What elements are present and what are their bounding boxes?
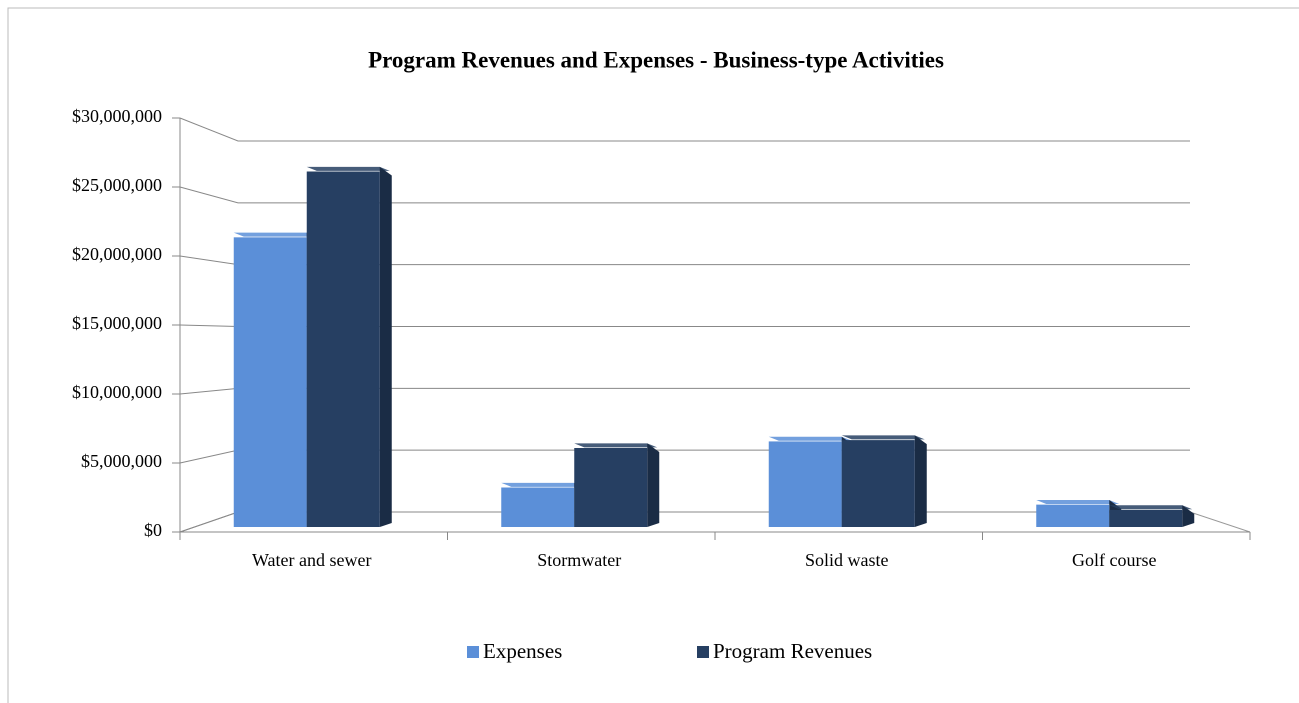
bar-top [306, 166, 390, 171]
bar-side [1182, 505, 1195, 527]
bar [233, 237, 307, 528]
bar [1036, 504, 1110, 527]
legend-label: Expenses [483, 639, 562, 663]
bar-top [501, 482, 585, 487]
y-tick-label: $25,000,000 [72, 175, 162, 195]
bar-side [379, 166, 392, 528]
bar-side [647, 443, 660, 527]
bar-top [768, 436, 852, 441]
bar-side [914, 435, 927, 527]
legend-swatch [697, 646, 709, 658]
y-tick-label: $5,000,000 [81, 451, 162, 471]
y-tick-label: $10,000,000 [72, 382, 162, 402]
y-tick-label: $30,000,000 [72, 106, 162, 126]
y-tick-label: $20,000,000 [72, 244, 162, 264]
chart-border [7, 7, 1299, 703]
y-tick-label: $15,000,000 [72, 313, 162, 333]
x-tick-label: Water and sewer [252, 550, 372, 570]
grid-line [179, 117, 1190, 142]
chart-title: Program Revenues and Expenses - Business… [368, 47, 944, 72]
bar [1109, 509, 1183, 527]
bar [501, 487, 575, 527]
x-tick-label: Solid waste [805, 550, 889, 570]
bar-top [233, 232, 317, 237]
legend-label: Program Revenues [713, 639, 872, 663]
x-tick-label: Stormwater [537, 550, 621, 570]
legend-swatch [467, 646, 479, 658]
grid-line [179, 186, 1190, 204]
bar [841, 440, 915, 527]
bar [574, 448, 648, 527]
bar-top [1036, 499, 1120, 504]
bar-top [1109, 505, 1193, 510]
x-tick-label: Golf course [1072, 550, 1156, 570]
bar-top [841, 435, 925, 440]
bar-top [574, 443, 658, 448]
bar [306, 171, 380, 527]
bar [768, 441, 842, 527]
y-tick-label: $0 [144, 520, 162, 540]
